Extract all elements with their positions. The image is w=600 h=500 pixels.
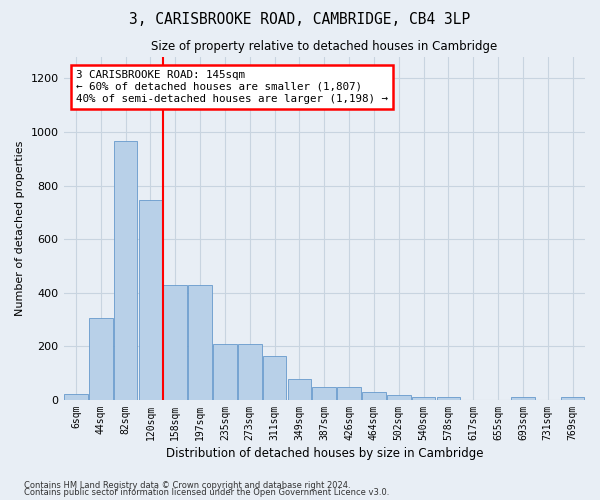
Bar (412, 396, 436, 400)
Bar (511, 396, 535, 400)
Bar (163, 284, 187, 400)
Text: 3, CARISBROOKE ROAD, CAMBRIDGE, CB4 3LP: 3, CARISBROOKE ROAD, CAMBRIDGE, CB4 3LP (130, 12, 470, 28)
X-axis label: Distribution of detached houses by size in Cambridge: Distribution of detached houses by size … (166, 447, 483, 460)
Bar (561, 396, 584, 400)
Text: Contains HM Land Registry data © Crown copyright and database right 2024.: Contains HM Land Registry data © Crown c… (24, 480, 350, 490)
Title: Size of property relative to detached houses in Cambridge: Size of property relative to detached ho… (151, 40, 497, 53)
Bar (337, 387, 361, 400)
Bar (362, 392, 386, 400)
Bar (263, 356, 286, 400)
Bar (213, 344, 237, 400)
Bar (64, 394, 88, 400)
Text: 3 CARISBROOKE ROAD: 145sqm
← 60% of detached houses are smaller (1,807)
40% of s: 3 CARISBROOKE ROAD: 145sqm ← 60% of deta… (76, 70, 388, 104)
Text: Contains public sector information licensed under the Open Government Licence v3: Contains public sector information licen… (24, 488, 389, 497)
Bar (89, 318, 113, 400)
Bar (238, 344, 262, 400)
Bar (139, 200, 162, 400)
Bar (188, 284, 212, 400)
Bar (437, 398, 460, 400)
Bar (387, 395, 410, 400)
Bar (287, 378, 311, 400)
Y-axis label: Number of detached properties: Number of detached properties (15, 141, 25, 316)
Bar (114, 142, 137, 400)
Bar (313, 387, 336, 400)
